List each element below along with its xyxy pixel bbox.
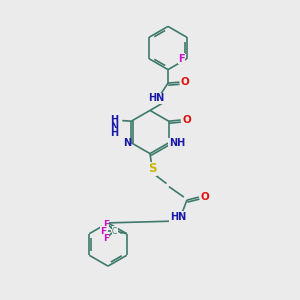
Text: F: F bbox=[103, 234, 109, 243]
Text: F: F bbox=[178, 54, 184, 64]
Text: H: H bbox=[110, 115, 118, 125]
Text: HN: HN bbox=[148, 93, 164, 103]
Text: N: N bbox=[123, 138, 131, 148]
Text: O: O bbox=[200, 192, 209, 202]
Text: F: F bbox=[103, 220, 109, 229]
Text: HN: HN bbox=[170, 212, 186, 222]
Text: S: S bbox=[148, 162, 157, 175]
Text: F: F bbox=[100, 227, 107, 236]
Text: O: O bbox=[180, 76, 189, 87]
Text: N: N bbox=[110, 122, 118, 132]
Text: NH: NH bbox=[169, 138, 185, 148]
Text: C: C bbox=[112, 227, 117, 236]
Text: O: O bbox=[182, 115, 191, 125]
Text: H: H bbox=[110, 128, 118, 139]
